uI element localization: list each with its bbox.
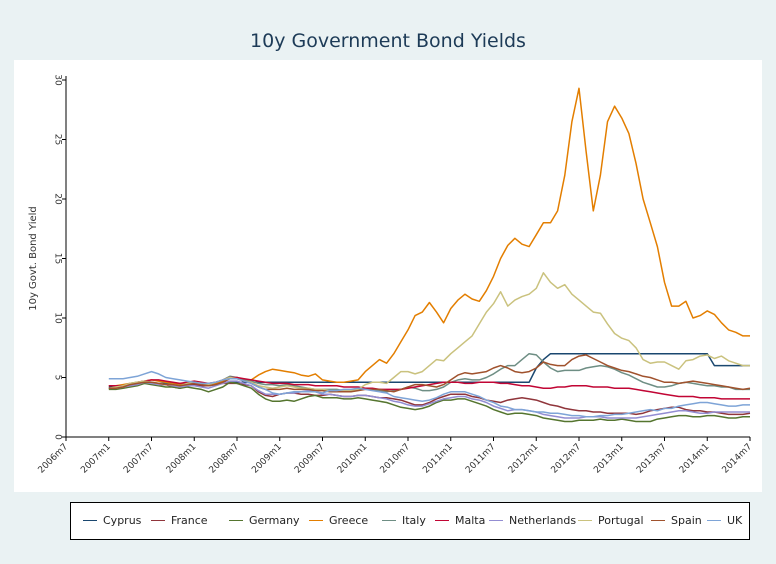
legend-swatch [489,520,503,521]
legend-swatch [151,520,165,521]
legend-item-portugal: Portugal [578,514,644,527]
chart-legend: Cyprus France Germany Greece Italy Malta Nethe… [70,502,750,540]
legend-label: Cyprus [103,514,142,527]
legend-item-italy: Italy [382,514,426,527]
legend-label: Italy [402,514,426,527]
legend-label: Spain [671,514,702,527]
legend-swatch [83,520,97,521]
series-line-netherlands [108,380,750,419]
y-axis-title: 10y Govt. Bond Yield [28,206,39,311]
legend-swatch [578,520,592,521]
legend-item-malta: Malta [435,514,485,527]
legend-item-uk: UK [707,514,742,527]
legend-swatch [382,520,396,521]
legend-item-greece: Greece [309,514,368,527]
y-tick-label: 30 [53,74,63,86]
legend-swatch [309,520,323,521]
y-tick-label: 20 [53,193,63,205]
y-tick-label: 0 [53,434,63,440]
legend-label: Malta [455,514,486,527]
legend-item-netherlands: Netherlands [489,514,576,527]
legend-label: Germany [249,514,300,527]
y-tick-label: 25 [53,134,63,145]
legend-swatch [435,520,449,521]
legend-label: UK [727,514,743,527]
series-line-uk [108,370,750,418]
y-tick-label: 10 [53,312,63,324]
y-tick-label: 15 [53,253,63,264]
legend-item-germany: Germany [229,514,300,527]
legend-item-france: France [151,514,208,527]
legend-label: Greece [329,514,369,527]
legend-label: France [171,514,208,527]
legend-label: Netherlands [509,514,577,527]
legend-item-cyprus: Cyprus [83,514,141,527]
legend-swatch [229,520,243,521]
legend-swatch [651,520,665,521]
plot-panel [14,60,762,492]
chart-title: 10y Government Bond Yields [250,30,526,52]
legend-item-spain: Spain [651,514,702,527]
legend-swatch [707,520,721,521]
y-tick-label: 5 [53,375,63,381]
series-line-greece [108,87,750,387]
series-line-spain [108,354,751,393]
legend-label: Portugal [598,514,644,527]
series-line-germany [108,381,750,423]
